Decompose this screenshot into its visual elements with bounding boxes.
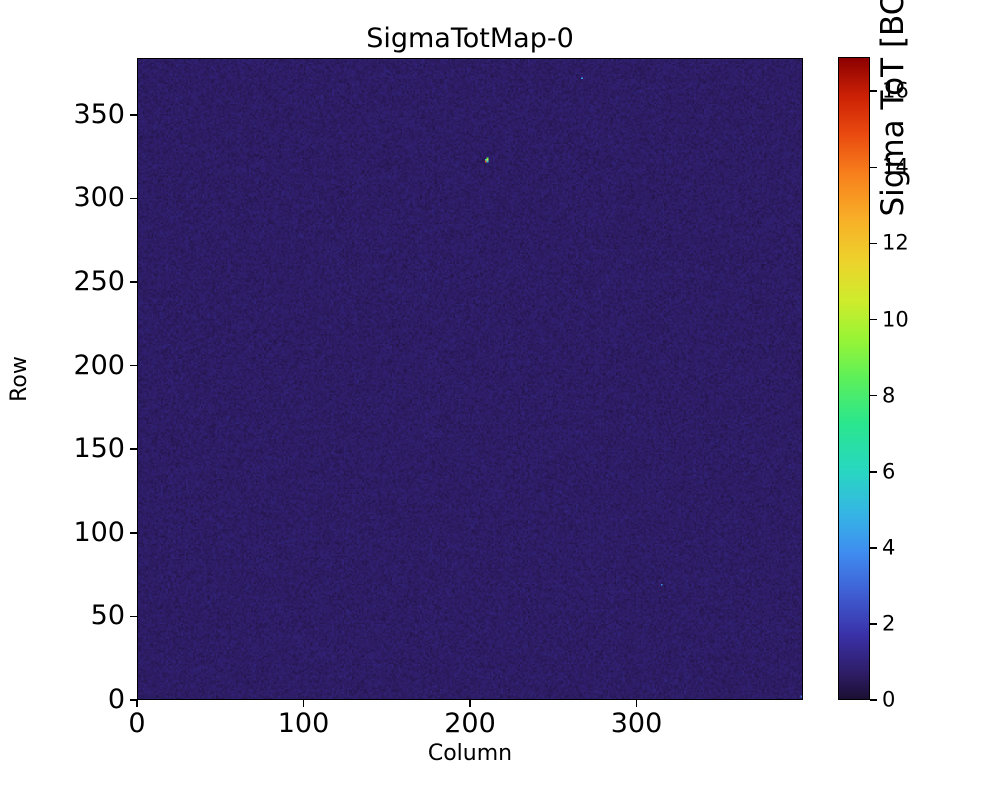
y-tick-mark: [130, 532, 137, 534]
y-tick-label: 50: [90, 600, 125, 632]
colorbar-tick-label: 4: [882, 535, 896, 560]
colorbar-tick-label: 10: [882, 307, 909, 332]
page-title: SigmaTotMap-0: [366, 23, 574, 54]
y-tick-mark: [130, 615, 137, 618]
y-tick-label: 100: [73, 516, 125, 548]
colorbar-tick-mark: [870, 547, 877, 549]
colorbar-tick-label: 0: [882, 687, 896, 712]
x-tick-mark: [635, 700, 638, 707]
y-tick-label: 150: [73, 433, 125, 465]
colorbar-tick-label: 8: [882, 383, 896, 408]
x-tick-label: 0: [128, 708, 146, 739]
x-tick-mark: [136, 700, 138, 707]
y-tick-mark: [130, 114, 137, 116]
colorbar-tick-mark: [870, 699, 877, 701]
colorbar-tick-label: 14: [882, 154, 909, 179]
colorbar-tick-label: 2: [882, 611, 896, 636]
x-tick-label: 200: [444, 708, 496, 739]
y-tick-mark: [130, 197, 137, 200]
colorbar-tick-label: 12: [882, 230, 909, 255]
y-tick-label: 350: [73, 98, 125, 130]
y-tick-label: 250: [73, 266, 125, 298]
colorbar-tick-label: 16: [882, 78, 909, 103]
y-axis-label: Row: [7, 356, 32, 402]
x-tick-label: 100: [277, 708, 330, 739]
y-tick-mark: [130, 699, 137, 701]
colorbar-tick-mark: [870, 90, 877, 93]
x-tick-mark: [469, 700, 471, 707]
y-tick-mark: [130, 281, 137, 283]
colorbar-tick-mark: [870, 470, 877, 473]
colorbar-tick-mark: [870, 623, 877, 625]
y-tick-label: 300: [73, 182, 125, 214]
x-tick-mark: [302, 700, 305, 707]
y-tick-mark: [130, 364, 137, 367]
colorbar-tick-mark: [870, 394, 877, 397]
colorbar-tick-mark: [870, 318, 877, 321]
colorbar[interactable]: [838, 57, 870, 700]
y-tick-label: 200: [73, 349, 125, 381]
y-tick-label: 0: [107, 684, 125, 715]
colorbar-tick-mark: [870, 242, 877, 245]
x-axis-label: Column: [427, 741, 513, 766]
heatmap-image: [138, 59, 802, 699]
x-tick-label: 300: [610, 708, 663, 739]
colorbar-label: Sigma ToT [BC]: [875, 0, 911, 217]
heatmap-axes[interactable]: [137, 58, 803, 700]
y-tick-mark: [130, 448, 137, 450]
colorbar-tick-mark: [870, 166, 877, 169]
colorbar-tick-label: 6: [882, 459, 896, 484]
